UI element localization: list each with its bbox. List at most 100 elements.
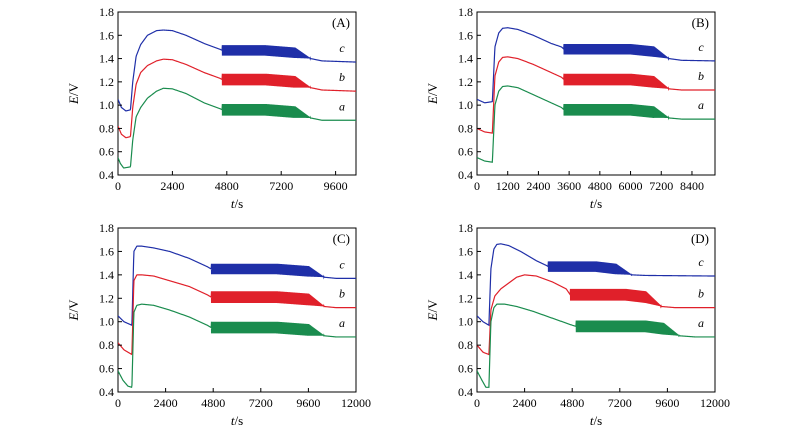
y-tick-label: 0.4 bbox=[99, 168, 114, 182]
series-line-a bbox=[477, 303, 715, 388]
plot-frame bbox=[117, 227, 357, 393]
y-tick-label: 1.6 bbox=[99, 28, 114, 42]
y-axis-label-var: E bbox=[66, 312, 81, 321]
chart-panel-4: c b a 0 2400 4800 7200 9600 12000 0.4 0.6 0.8 1.0 1.2… bbox=[425, 221, 730, 428]
y-tick-label: 1.0 bbox=[99, 98, 114, 112]
x-tick-label: 2400 bbox=[526, 179, 550, 193]
y-axis-label: E/V bbox=[425, 299, 440, 322]
series-line-b bbox=[118, 58, 356, 139]
y-tick-label: 1.2 bbox=[458, 75, 473, 89]
x-tick-label: 7200 bbox=[649, 179, 673, 193]
panel-label: (A) bbox=[332, 15, 350, 30]
y-tick-label: 0.4 bbox=[99, 385, 114, 399]
x-axis-label-var: t bbox=[231, 196, 235, 211]
y-axis-label-unit: /V bbox=[66, 82, 81, 96]
x-axis-label-unit: /s bbox=[234, 413, 243, 428]
series-label-c: c bbox=[339, 41, 345, 55]
x-tick-label: 4800 bbox=[560, 396, 584, 410]
series-line-a bbox=[477, 85, 715, 163]
x-tick-label: 6000 bbox=[619, 179, 643, 193]
y-tick-label: 0.6 bbox=[99, 362, 114, 376]
x-axis-label: t/s bbox=[590, 196, 602, 211]
x-tick-label: 0 bbox=[474, 179, 480, 193]
series-line-a bbox=[118, 303, 356, 388]
x-axis-label: t/s bbox=[590, 413, 602, 428]
y-tick-label: 0.4 bbox=[458, 168, 473, 182]
x-axis-label: t/s bbox=[231, 413, 243, 428]
x-tick-label: 3600 bbox=[557, 179, 581, 193]
x-tick-label: 8400 bbox=[680, 179, 704, 193]
y-tick-label: 1.2 bbox=[99, 75, 114, 89]
series-line-c bbox=[477, 243, 715, 327]
y-axis-label-var: E bbox=[425, 96, 440, 105]
y-tick-label: 0.8 bbox=[458, 121, 473, 135]
y-tick-label: 0.6 bbox=[99, 145, 114, 159]
x-tick-label: 9600 bbox=[296, 396, 320, 410]
y-axis-label-unit: /V bbox=[425, 299, 440, 313]
y-tick-label: 1.4 bbox=[99, 268, 114, 282]
series-label-a: a bbox=[698, 98, 704, 112]
x-tick-label: 7200 bbox=[608, 396, 632, 410]
y-tick-label: 1.8 bbox=[99, 5, 114, 19]
y-tick-label: 1.0 bbox=[458, 98, 473, 112]
plot-frame bbox=[476, 11, 716, 176]
x-axis-label: t/s bbox=[231, 196, 243, 211]
y-axis-label: E/V bbox=[66, 299, 81, 322]
chart-panel-2: c b a 0 1200 2400 3600 4800 6000 7200 8400 0.4 0.6 0.… bbox=[425, 5, 716, 211]
series-label-a: a bbox=[698, 316, 704, 330]
y-axis-label-unit: /V bbox=[425, 82, 440, 96]
x-tick-label: 2400 bbox=[154, 396, 178, 410]
y-tick-label: 1.6 bbox=[99, 244, 114, 258]
y-tick-label: 0.6 bbox=[458, 362, 473, 376]
series-line-b bbox=[477, 56, 715, 134]
series-label-b: b bbox=[698, 287, 704, 301]
series-line-b bbox=[118, 274, 356, 356]
x-tick-label: 0 bbox=[474, 396, 480, 410]
series-label-b: b bbox=[698, 69, 704, 83]
series-label-a: a bbox=[339, 99, 345, 113]
x-tick-label: 1200 bbox=[496, 179, 520, 193]
x-tick-label: 0 bbox=[115, 396, 121, 410]
y-tick-label: 1.8 bbox=[99, 221, 114, 235]
series-label-c: c bbox=[698, 255, 704, 269]
series-line-c bbox=[118, 245, 356, 326]
series-label-b: b bbox=[339, 70, 345, 84]
chart-panel-3: c b a 0 2400 4800 7200 9600 12000 0.4 0.6 0.8 1.0 1.2… bbox=[66, 221, 371, 428]
y-tick-label: 1.6 bbox=[458, 244, 473, 258]
y-axis-label-var: E bbox=[425, 312, 440, 321]
x-axis-label-unit: /s bbox=[234, 196, 243, 211]
chart-panel-1: c b a 0 2400 4800 7200 9600 0.4 0.6 0.8 1.0 1.2 1.4 1.… bbox=[66, 5, 357, 211]
y-tick-label: 0.8 bbox=[458, 338, 473, 352]
x-tick-label: 7200 bbox=[249, 396, 273, 410]
y-tick-label: 1.2 bbox=[458, 291, 473, 305]
x-axis-label-var: t bbox=[590, 413, 594, 428]
y-tick-label: 0.8 bbox=[99, 338, 114, 352]
plot-frame bbox=[476, 227, 716, 393]
x-tick-label: 9600 bbox=[324, 179, 348, 193]
x-tick-label: 0 bbox=[115, 179, 121, 193]
y-tick-label: 1.8 bbox=[458, 5, 473, 19]
x-tick-label: 2400 bbox=[513, 396, 537, 410]
x-axis-label-var: t bbox=[590, 196, 594, 211]
series-line-a bbox=[118, 87, 356, 169]
x-tick-label: 4800 bbox=[215, 179, 239, 193]
x-axis-label-var: t bbox=[231, 413, 235, 428]
series-label-c: c bbox=[339, 257, 345, 271]
y-tick-label: 0.8 bbox=[99, 121, 114, 135]
series-line-c bbox=[477, 27, 715, 104]
y-tick-label: 0.4 bbox=[458, 385, 473, 399]
y-tick-label: 1.8 bbox=[458, 221, 473, 235]
x-tick-label: 9600 bbox=[655, 396, 679, 410]
series-label-a: a bbox=[339, 316, 345, 330]
plot-frame bbox=[117, 11, 357, 176]
panel-label: (C) bbox=[333, 231, 350, 246]
panel-label: (B) bbox=[692, 15, 709, 30]
y-tick-label: 1.6 bbox=[458, 28, 473, 42]
x-tick-label: 12000 bbox=[341, 396, 371, 410]
y-tick-label: 1.4 bbox=[458, 268, 473, 282]
series-label-b: b bbox=[339, 287, 345, 301]
series-line-c bbox=[118, 29, 356, 112]
y-tick-label: 1.4 bbox=[458, 52, 473, 66]
x-tick-label: 4800 bbox=[201, 396, 225, 410]
